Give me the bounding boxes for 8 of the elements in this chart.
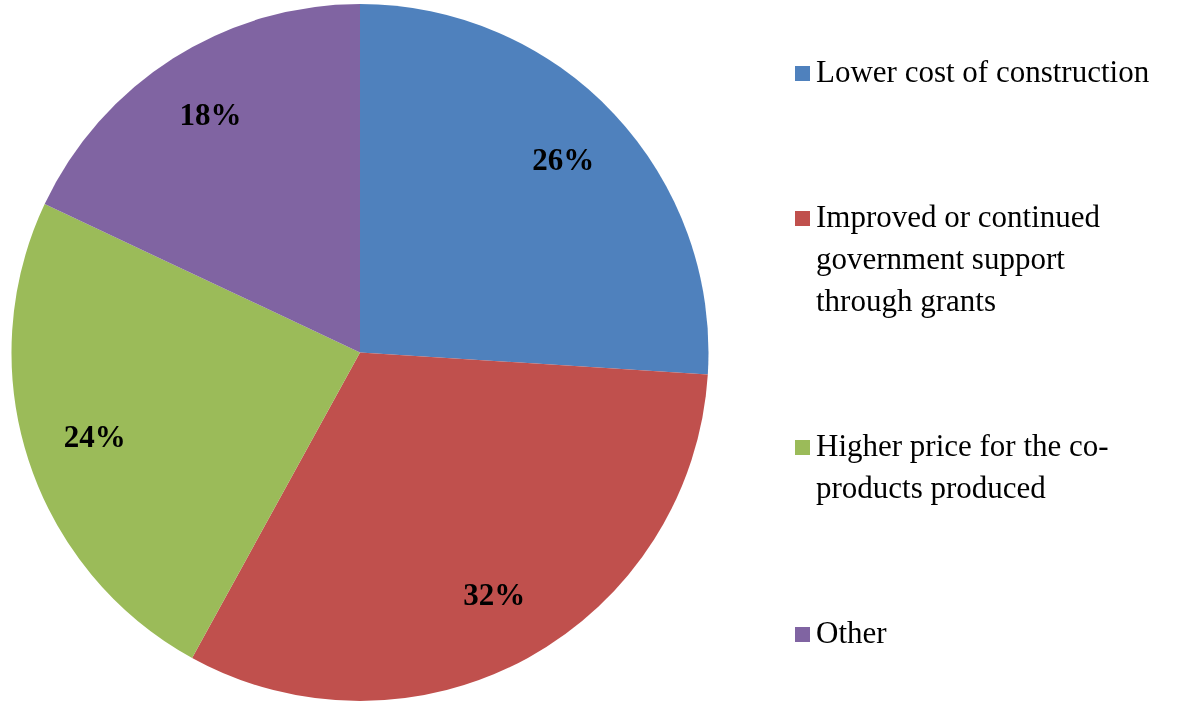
data-label: 32%: [463, 576, 526, 612]
legend-label: Improved or continued government support through grants: [816, 198, 1102, 321]
data-label: 24%: [63, 418, 126, 454]
legend-label: Other: [816, 613, 888, 652]
data-label: 18%: [179, 97, 242, 133]
legend-label: Lower cost of construction: [816, 53, 1151, 92]
legend-label: Higher price for the co-products produced: [816, 426, 1110, 507]
data-label: 26%: [532, 141, 595, 177]
